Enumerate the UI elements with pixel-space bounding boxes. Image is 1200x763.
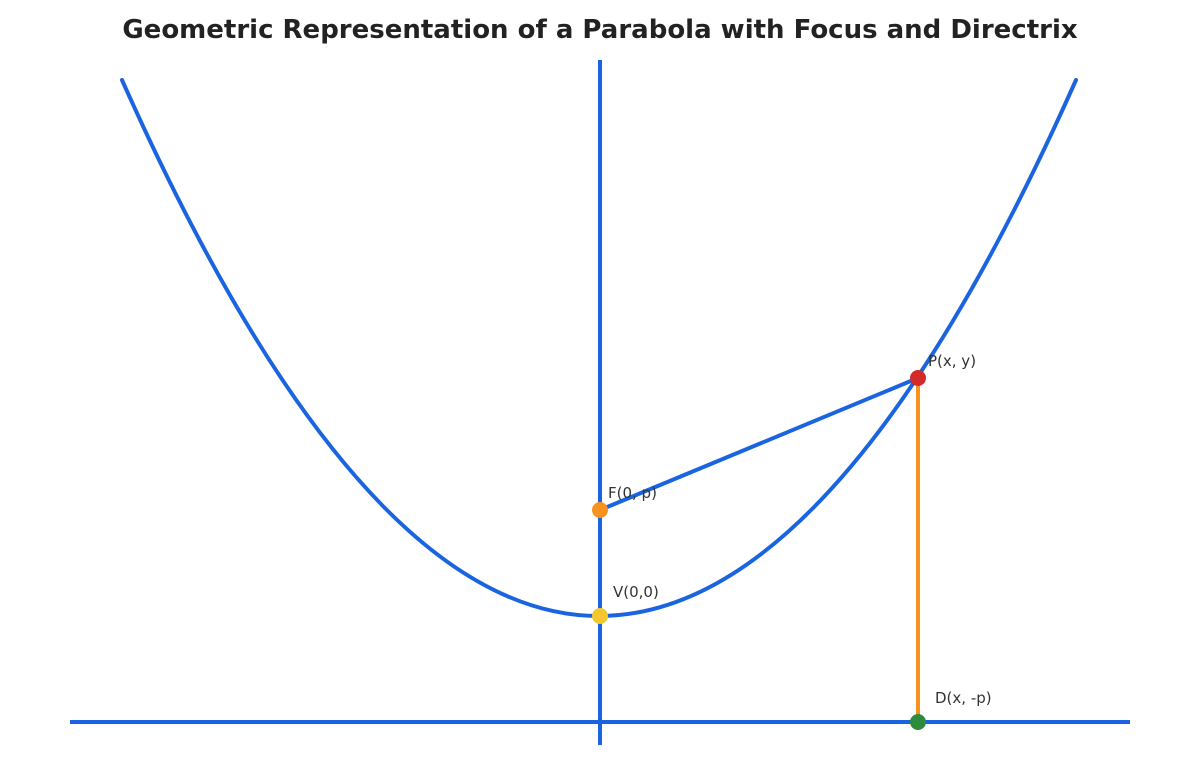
title: Geometric Representation of a Parabola w… [122,15,1078,45]
point-d [910,714,926,730]
point-label: D(x, -p) [935,689,992,707]
point-label: F(0, p) [608,484,657,502]
point-label: V(0,0) [613,583,659,601]
focus-segment [599,376,919,512]
point-v [592,608,608,624]
point-p [910,370,926,386]
point-label: P(x, y) [928,352,976,370]
point-f [592,502,608,518]
